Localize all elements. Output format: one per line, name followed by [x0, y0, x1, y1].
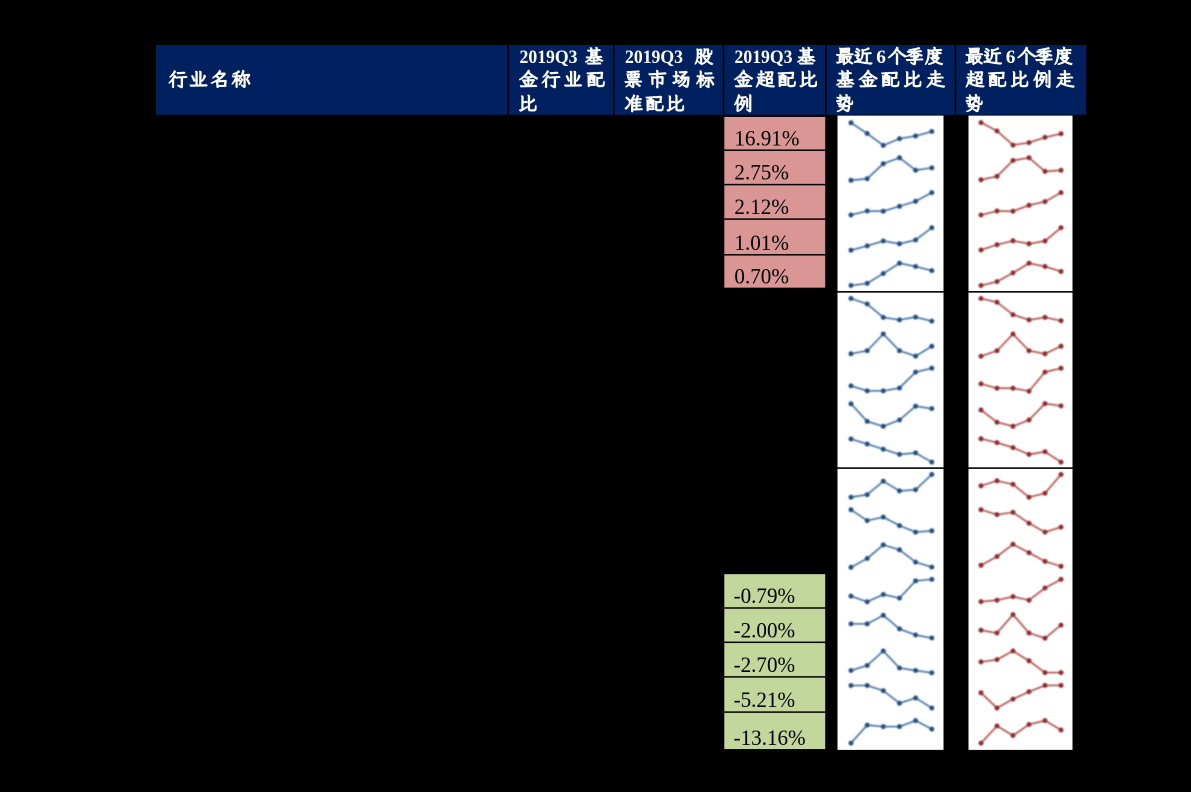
svg-text:6: 6: [876, 47, 886, 68]
svg-text:2.75%: 2.75%: [734, 160, 789, 185]
svg-text:-5.21%: -5.21%: [734, 687, 796, 712]
svg-text:0.70%: 0.70%: [734, 264, 789, 289]
svg-text:6: 6: [1006, 47, 1016, 68]
svg-text:1.01%: 1.01%: [734, 230, 789, 255]
svg-text:2.12%: 2.12%: [734, 194, 789, 219]
svg-text:-2.00%: -2.00%: [734, 617, 796, 642]
svg-text:2019Q3: 2019Q3: [735, 47, 793, 68]
svg-text:2019Q3: 2019Q3: [625, 47, 683, 68]
svg-text:-2.70%: -2.70%: [734, 652, 796, 677]
svg-text:16.91%: 16.91%: [734, 125, 799, 150]
svg-text:-0.79%: -0.79%: [734, 583, 796, 608]
svg-text:-13.16%: -13.16%: [734, 725, 806, 750]
svg-text:2019Q3: 2019Q3: [520, 47, 578, 68]
